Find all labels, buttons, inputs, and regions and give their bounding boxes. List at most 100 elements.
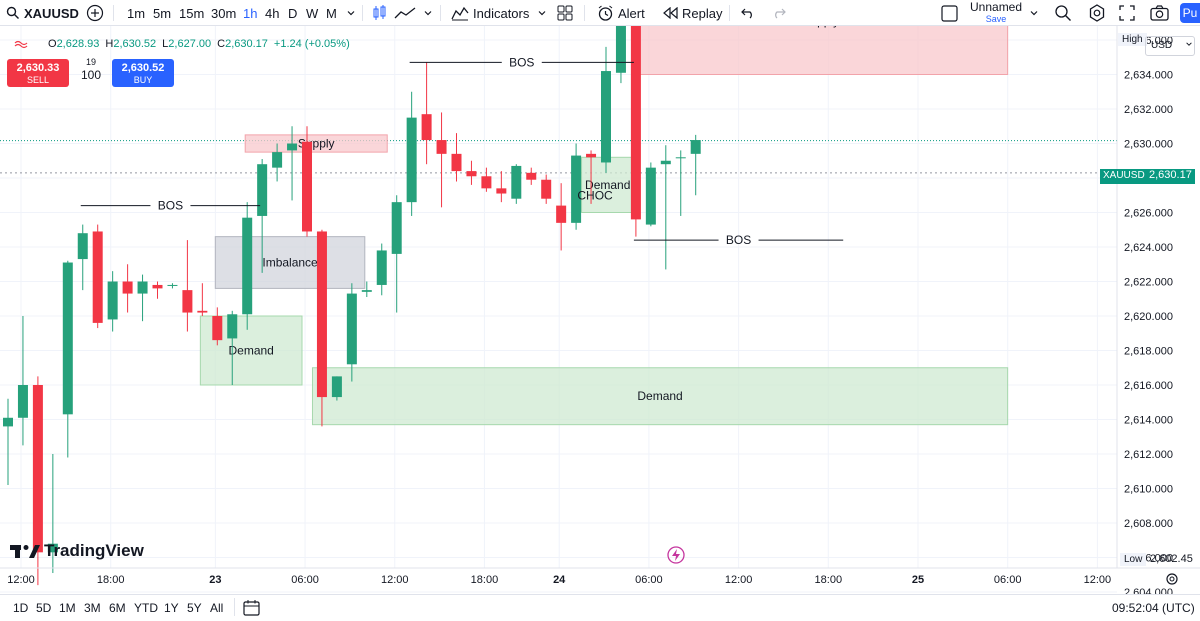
- candle-body: [615, 26, 626, 73]
- supply-zone: [633, 26, 1009, 75]
- buy-button[interactable]: 2,630.52 BUY: [112, 59, 174, 87]
- utc-clock[interactable]: 09:52:04 (UTC): [1112, 601, 1195, 615]
- ohlc-legend: O2,628.93 H2,630.52 L2,627.00 C2,630.17 …: [14, 38, 350, 50]
- interval-w[interactable]: W: [306, 0, 318, 26]
- indicators-button[interactable]: Indicators: [451, 0, 529, 26]
- currency-dropdown[interactable]: USD: [1145, 36, 1195, 56]
- tradingview-logo[interactable]: TradingView: [10, 541, 144, 561]
- range-3m[interactable]: 3M: [84, 601, 101, 615]
- range-6m[interactable]: 6M: [109, 601, 126, 615]
- low-value-tag: 2,602.45: [1150, 553, 1193, 565]
- low-key: L: [162, 38, 169, 50]
- settings-button[interactable]: [1088, 0, 1106, 26]
- undo-button[interactable]: [741, 0, 755, 26]
- close-value: 2,630.17: [225, 38, 268, 50]
- candle-body: [257, 164, 268, 216]
- candle-body: [316, 231, 327, 398]
- candle-body: [526, 172, 537, 180]
- time-tick-label: 25: [912, 574, 924, 586]
- candle-body: [107, 281, 118, 320]
- indicators-label: Indicators: [473, 5, 530, 21]
- clock-label: 09:52:04 (UTC): [1112, 601, 1195, 615]
- candles-icon: [373, 5, 386, 20]
- indicators-dropdown[interactable]: [537, 0, 547, 26]
- price-tick-label: 2,612.000: [1124, 449, 1173, 461]
- layout-checkbox[interactable]: [941, 0, 958, 26]
- price-tick-label: 2,618.000: [1124, 346, 1173, 358]
- range-1d[interactable]: 1D: [13, 601, 28, 615]
- demand-zone: [581, 156, 635, 214]
- redo-button[interactable]: [772, 0, 786, 26]
- interval-d[interactable]: D: [288, 0, 297, 26]
- last-price-tag: 2,630.17: [1146, 169, 1195, 184]
- range-all[interactable]: All: [210, 601, 223, 615]
- quick-search-button[interactable]: [1054, 0, 1072, 26]
- interval-label: M: [326, 5, 337, 21]
- high-tag: High: [1118, 33, 1147, 46]
- replay-button[interactable]: Replay: [662, 0, 722, 26]
- divider: [234, 598, 235, 616]
- compare-symbol-button[interactable]: [86, 0, 104, 26]
- time-axis[interactable]: 12:00 18:00 23 06:00 12:00 18:00 24 06:00 12:00 1…: [0, 567, 1200, 586]
- layouts-button[interactable]: [557, 0, 573, 26]
- layout-dropdown[interactable]: [1029, 0, 1039, 26]
- candle-body: [92, 231, 103, 323]
- top-toolbar: XAUUSD 1m 5m 15m 30m 1h 4h D W M Indicat…: [0, 0, 1200, 26]
- symbol-search[interactable]: XAUUSD: [6, 0, 79, 26]
- candle-body: [122, 281, 133, 294]
- publish-button[interactable]: Pu: [1180, 3, 1200, 23]
- axis-settings-button[interactable]: [1165, 572, 1179, 591]
- candles-layer: [3, 26, 701, 586]
- interval-15m[interactable]: 15m: [179, 0, 204, 26]
- interval-1m[interactable]: 1m: [127, 0, 145, 26]
- fullscreen-button[interactable]: [1119, 0, 1135, 26]
- interval-label: W: [306, 5, 319, 21]
- range-label: 1Y: [164, 601, 179, 615]
- range-label: 1M: [59, 601, 76, 615]
- alert-button[interactable]: Alert: [597, 0, 645, 26]
- interval-4h[interactable]: 4h: [265, 0, 279, 26]
- candle-body: [630, 26, 641, 220]
- range-label: 5Y: [187, 601, 202, 615]
- price-tick-label: 2,608.000: [1124, 518, 1173, 530]
- quantity-box[interactable]: 19 100: [72, 57, 110, 81]
- candle-body: [227, 314, 238, 339]
- chart-type-dropdown[interactable]: [423, 0, 433, 26]
- interval-5m[interactable]: 5m: [153, 0, 171, 26]
- time-tick-label: 12:00: [381, 574, 409, 586]
- candle-body: [346, 293, 357, 365]
- layout-name-button[interactable]: Unnamed Save: [970, 0, 1022, 26]
- time-tick-label: 24: [553, 574, 566, 586]
- range-1m[interactable]: 1M: [59, 601, 76, 615]
- gear-icon: [1089, 4, 1105, 22]
- range-5y[interactable]: 5Y: [187, 601, 202, 615]
- interval-1h[interactable]: 1h: [243, 0, 257, 26]
- price-axis[interactable]: 2,604.0002,606.0002,608.0002,610.0002,61…: [1116, 26, 1173, 594]
- range-5d[interactable]: 5D: [36, 601, 51, 615]
- bos-label: BOS: [158, 199, 183, 213]
- lightning-button[interactable]: [667, 546, 685, 569]
- candle-body: [645, 167, 656, 225]
- price-chart[interactable]: SupplySupplyImbalanceDemandDemandDemand …: [0, 26, 1200, 594]
- plus-circle-icon: [86, 4, 104, 22]
- replay-label: Replay: [682, 5, 723, 21]
- interval-label: D: [288, 5, 298, 21]
- goto-date-button[interactable]: [243, 599, 260, 619]
- sell-button[interactable]: 2,630.33 SELL: [7, 59, 69, 87]
- sell-label: SELL: [26, 75, 50, 85]
- chevron-down-icon: [1186, 42, 1192, 46]
- range-1y[interactable]: 1Y: [164, 601, 179, 615]
- range-ytd[interactable]: YTD: [134, 601, 158, 615]
- interval-dropdown[interactable]: [346, 0, 356, 26]
- interval-label: 5m: [153, 5, 172, 21]
- chart-type-button[interactable]: [372, 0, 388, 26]
- candle-body: [152, 284, 163, 289]
- publish-label: Pu: [1182, 6, 1198, 20]
- interval-m[interactable]: M: [326, 0, 337, 26]
- candle-body: [242, 217, 253, 315]
- low-tag: Low: [1120, 553, 1147, 566]
- time-tick-label: 23: [209, 574, 221, 586]
- interval-30m[interactable]: 30m: [211, 0, 236, 26]
- line-chart-button[interactable]: [394, 0, 416, 26]
- screenshot-button[interactable]: [1150, 0, 1169, 26]
